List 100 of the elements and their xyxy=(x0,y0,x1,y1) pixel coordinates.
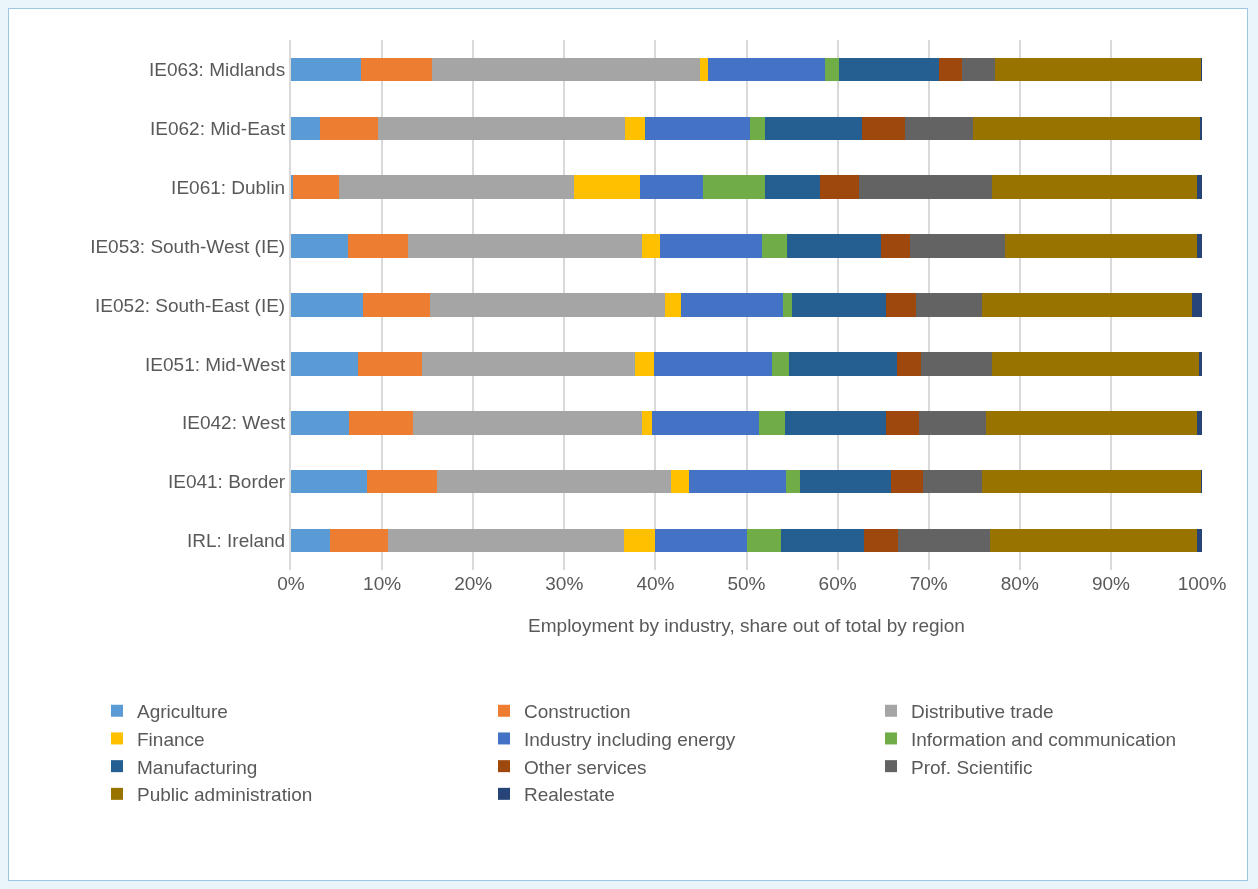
x-tick-label: 0% xyxy=(277,573,305,594)
bar xyxy=(339,175,575,199)
y-tick-label: IE051: Mid-West xyxy=(145,353,286,375)
bar xyxy=(625,116,646,141)
bar xyxy=(361,57,433,82)
bar xyxy=(782,293,793,317)
bar xyxy=(651,411,760,435)
y-tick-label: IE041: Border xyxy=(167,471,286,493)
bar xyxy=(330,528,388,553)
bar xyxy=(1197,411,1202,435)
x-tick-label: 100% xyxy=(1177,573,1227,594)
bar xyxy=(761,234,787,258)
bar xyxy=(635,352,655,376)
bar xyxy=(881,234,910,258)
bar xyxy=(362,293,431,317)
bar xyxy=(915,293,983,317)
bar xyxy=(923,469,983,494)
bar xyxy=(764,175,821,199)
bar xyxy=(665,293,681,317)
bar xyxy=(680,293,783,317)
bar xyxy=(785,469,801,494)
bar xyxy=(824,57,840,82)
x-tick-label: 80% xyxy=(1000,573,1039,594)
bar xyxy=(784,411,886,435)
bar xyxy=(750,116,765,141)
bar xyxy=(781,528,865,553)
bar xyxy=(982,469,1202,494)
bar xyxy=(291,57,362,82)
bar xyxy=(747,528,782,553)
bar xyxy=(654,352,773,376)
y-tick-label: IE061: Dublin xyxy=(171,176,286,198)
bar xyxy=(430,293,666,317)
bar xyxy=(700,57,709,82)
bar xyxy=(291,234,349,258)
y-tick-label: IE053: South-West (IE) xyxy=(90,235,286,257)
legend-label: Other services xyxy=(524,756,647,778)
x-axis-title: Employment by industry, share out of total by region xyxy=(528,614,965,636)
legend-label: Realestate xyxy=(524,784,615,806)
bar xyxy=(896,352,922,376)
y-tick-label: IE063: Midlands xyxy=(148,59,286,81)
bar xyxy=(909,234,1006,258)
bar xyxy=(702,175,765,199)
bar xyxy=(897,528,990,553)
x-tick-label: 50% xyxy=(727,573,766,594)
legend-label: Industry including energy xyxy=(524,728,736,750)
bar xyxy=(820,175,859,199)
bar xyxy=(655,528,748,553)
bar xyxy=(982,293,1192,317)
bar xyxy=(641,411,652,435)
bar xyxy=(839,57,939,82)
bar xyxy=(320,116,378,141)
x-tick-label: 20% xyxy=(454,573,493,594)
legend-label: Distributive trade xyxy=(911,701,1054,723)
bar xyxy=(377,116,626,141)
bar xyxy=(387,528,624,553)
bar xyxy=(1191,293,1202,317)
bar xyxy=(407,234,642,258)
legend-label: Public administration xyxy=(137,784,313,806)
bar xyxy=(961,57,996,82)
bar xyxy=(1199,352,1202,376)
bar xyxy=(862,116,906,141)
bar xyxy=(759,411,785,435)
y-tick-label: IE052: South-East (IE) xyxy=(95,294,286,316)
bar xyxy=(639,175,703,199)
bar xyxy=(885,293,916,317)
x-tick-label: 60% xyxy=(818,573,857,594)
bar xyxy=(1196,175,1202,199)
legend-label: Information and communication xyxy=(911,728,1177,750)
legend-label: Prof. Scientific xyxy=(911,756,1033,778)
bar xyxy=(574,175,640,199)
legend-label: Finance xyxy=(137,728,205,750)
bar xyxy=(858,175,992,199)
bar xyxy=(689,469,786,494)
bar xyxy=(973,116,1201,141)
bar xyxy=(991,352,1200,376)
bar xyxy=(786,234,882,258)
bar xyxy=(432,57,701,82)
legend-label: Agriculture xyxy=(137,701,228,723)
bar xyxy=(789,352,897,376)
bar xyxy=(918,411,987,435)
bar xyxy=(1197,234,1202,258)
bar xyxy=(291,116,321,141)
bar xyxy=(885,411,919,435)
bar xyxy=(921,352,992,376)
bar xyxy=(422,352,636,376)
bar xyxy=(891,469,924,494)
bar xyxy=(1005,234,1198,258)
bar xyxy=(659,234,762,258)
bar xyxy=(291,352,359,376)
bar xyxy=(1197,528,1202,553)
bar xyxy=(623,528,656,553)
bar xyxy=(708,57,825,82)
bar xyxy=(291,528,331,553)
y-tick-label: IE042: West xyxy=(182,412,286,434)
bar xyxy=(645,116,751,141)
bar xyxy=(413,411,642,435)
bar xyxy=(792,293,886,317)
bar xyxy=(366,469,437,494)
x-tick-label: 40% xyxy=(636,573,675,594)
bar xyxy=(989,528,1198,553)
